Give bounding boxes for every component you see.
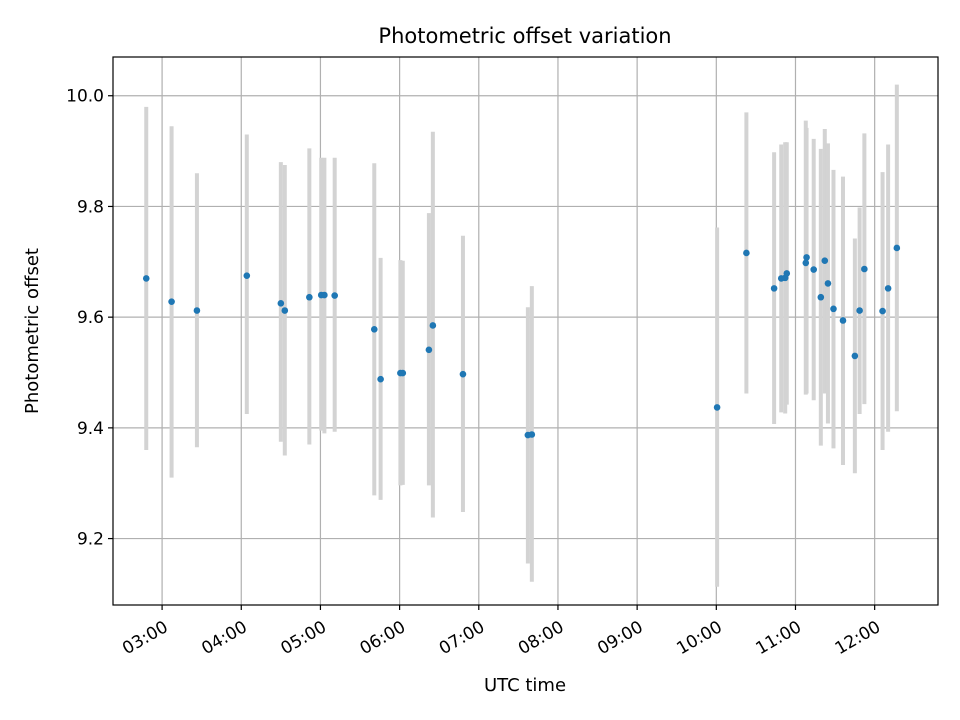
data-point <box>243 272 251 279</box>
y-tick-label: 9.2 <box>77 530 104 550</box>
data-point <box>851 352 859 360</box>
data-point <box>459 370 467 378</box>
data-point <box>331 292 338 299</box>
data-point <box>879 307 886 315</box>
data-point <box>817 293 825 301</box>
data-point <box>783 270 791 277</box>
y-tick-label: 10.0 <box>66 87 104 107</box>
grid <box>113 57 938 605</box>
data-point <box>713 404 721 411</box>
data-point <box>281 307 289 314</box>
data-point <box>370 326 378 333</box>
data-point <box>306 293 313 301</box>
data-point <box>142 275 150 282</box>
data-point <box>839 317 847 324</box>
data-point <box>770 285 778 292</box>
plot-frame <box>112 56 939 606</box>
x-axis-label: UTC time <box>484 675 566 696</box>
y-axis: 9.2 9.4 9.6 9.8 10.0 <box>66 87 113 550</box>
data-point <box>861 265 868 273</box>
data-point <box>803 254 810 261</box>
y-tick-label: 9.6 <box>77 308 104 328</box>
data-point <box>528 431 536 438</box>
data-point <box>893 244 901 252</box>
data-point <box>830 305 837 313</box>
data-point <box>429 322 437 329</box>
y-tick-label: 9.4 <box>77 419 104 439</box>
data-point <box>821 257 829 265</box>
data-point <box>856 307 863 314</box>
data-point <box>743 249 750 257</box>
data-point <box>193 307 201 314</box>
y-axis-label: Photometric offset <box>22 248 43 414</box>
data-point <box>399 369 407 377</box>
data-point <box>824 280 832 287</box>
data-point <box>810 266 817 273</box>
data-point <box>425 346 433 354</box>
data-point <box>884 285 892 292</box>
data-points <box>142 244 901 439</box>
data-point <box>277 300 285 307</box>
data-point <box>321 291 328 299</box>
chart-title: Photometric offset variation <box>378 24 671 48</box>
data-point <box>377 375 384 383</box>
data-point <box>168 298 175 305</box>
data-point <box>802 259 810 267</box>
y-tick-label: 9.8 <box>77 197 104 217</box>
